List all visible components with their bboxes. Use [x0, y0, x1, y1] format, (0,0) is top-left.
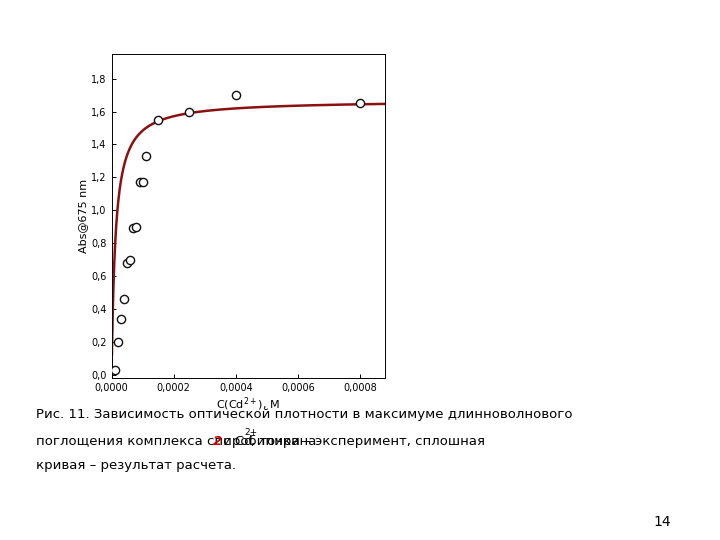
Point [125, 255, 136, 264]
Text: с Cd: с Cd [219, 435, 252, 448]
Point [131, 222, 143, 231]
Point [127, 224, 139, 233]
X-axis label: C(Cd$^{2+}$), M: C(Cd$^{2+}$), M [217, 396, 280, 413]
Text: поглощения комплекса спиробипирана: поглощения комплекса спиробипирана [36, 435, 320, 448]
Point [112, 338, 124, 346]
Point [137, 178, 148, 187]
Point [134, 178, 145, 187]
Text: кривая – результат расчета.: кривая – результат расчета. [36, 459, 236, 472]
Text: , точки – эксперимент, сплошная: , точки – эксперимент, сплошная [251, 435, 485, 448]
Point [109, 366, 120, 374]
Point [230, 91, 242, 99]
Point [354, 99, 366, 107]
Point [115, 314, 127, 323]
Y-axis label: Abs@675 nm: Abs@675 nm [78, 179, 89, 253]
Point [184, 107, 195, 116]
Text: 14: 14 [654, 515, 671, 529]
Point [153, 116, 164, 124]
Text: 2+: 2+ [244, 428, 257, 437]
Text: Рис. 11. Зависимость оптической плотности в максимуме длинноволнового: Рис. 11. Зависимость оптической плотност… [36, 408, 572, 421]
Point [122, 259, 133, 267]
Point [140, 152, 151, 160]
Text: 2: 2 [213, 435, 222, 448]
Point [118, 295, 130, 303]
